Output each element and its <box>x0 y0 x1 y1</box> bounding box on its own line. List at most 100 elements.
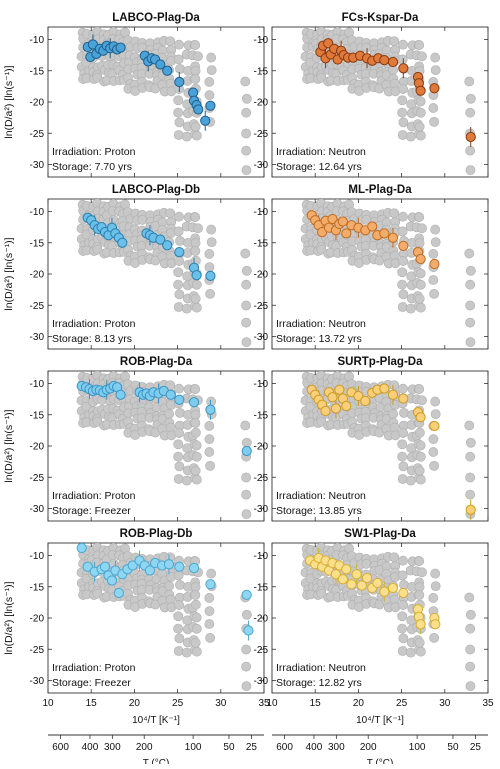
background-point <box>241 644 252 655</box>
background-point <box>398 383 408 394</box>
background-point <box>190 212 201 222</box>
background-point <box>191 612 202 623</box>
background-point <box>191 623 202 634</box>
temperature-tick-label: 50 <box>447 742 459 753</box>
data-point <box>387 232 399 243</box>
y-axis-label: ln(D/a²) [ln(s⁻¹)] <box>3 581 15 654</box>
background-point <box>173 267 184 278</box>
data-point <box>99 561 111 572</box>
y-tick-label: -30 <box>254 676 269 687</box>
background-point <box>241 509 252 520</box>
data-point <box>155 234 166 245</box>
background-point <box>241 661 252 672</box>
background-point <box>191 646 202 657</box>
background-point <box>173 623 184 634</box>
x-tick-label: 15 <box>310 698 322 709</box>
data-point <box>155 59 166 70</box>
data-point <box>360 395 371 407</box>
background-point <box>465 644 476 655</box>
panel-ml-plag-da: ML-Plag-Da -10 -15 -20 -25 -30 Irradiation: Ne… <box>254 184 489 350</box>
background-point <box>414 384 425 394</box>
y-tick-label: -20 <box>254 270 269 281</box>
plot-area <box>76 199 252 348</box>
data-point <box>387 389 399 400</box>
y-tick-label: -15 <box>254 582 269 593</box>
background-point <box>465 451 476 462</box>
y-tick-label: -15 <box>30 582 45 593</box>
y-tick-label: -25 <box>254 473 269 484</box>
irradiation-label: Irradiation: Neutron <box>276 146 366 158</box>
background-point <box>173 646 184 656</box>
background-point <box>414 556 425 566</box>
background-point <box>415 279 426 290</box>
background-point <box>191 440 202 451</box>
background-point <box>173 570 184 581</box>
data-point <box>191 270 202 281</box>
background-point <box>181 303 192 314</box>
y-tick-label: -30 <box>30 676 45 687</box>
background-point <box>190 246 201 256</box>
background-point <box>241 609 252 620</box>
background-point <box>241 107 252 118</box>
background-point <box>206 52 217 63</box>
storage-label: Storage: 13.72 yrs <box>276 333 362 345</box>
y-tick-label: -20 <box>30 614 45 625</box>
background-point <box>204 90 215 101</box>
data-point <box>465 504 476 515</box>
background-point <box>415 302 426 313</box>
panel-rob-plag-db: ROB-Plag-Db -10 -15 -20 -25 -30 Irradiation: P… <box>3 528 270 769</box>
x-tick-label: 10 <box>42 698 54 709</box>
background-point <box>397 226 408 237</box>
background-point <box>173 451 184 462</box>
data-point <box>415 619 426 630</box>
background-point <box>205 460 216 471</box>
background-point <box>174 256 185 266</box>
background-point <box>414 465 425 476</box>
background-point <box>389 36 400 47</box>
background-point <box>465 279 476 290</box>
background-point <box>191 427 201 438</box>
background-point <box>206 65 217 76</box>
panel-labco-plag-da: LABCO-Plag-Da -10 -15 -20 -25 -30 Irradiation:… <box>3 12 265 178</box>
x-axis-label: 10⁴/T [K⁻¹] <box>132 715 180 726</box>
x-axis-label: 10⁴/T [K⁻¹] <box>356 715 404 726</box>
data-point <box>162 65 173 76</box>
background-point <box>241 279 252 290</box>
temperature-tick-label: 300 <box>104 742 121 753</box>
x-tick-label: 10 <box>266 698 278 709</box>
background-point <box>397 570 408 581</box>
x-tick-label: 25 <box>172 698 184 709</box>
background-point <box>415 96 426 107</box>
background-point <box>174 461 185 472</box>
background-point <box>206 237 217 248</box>
background-point <box>193 223 203 234</box>
y-tick-label: -30 <box>30 332 45 343</box>
y-tick-label: -15 <box>30 66 45 77</box>
data-point <box>398 240 409 251</box>
panel-fcs-kspar-da: FCs-Kspar-Da -10 -15 -20 -25 -30 Irradiation: … <box>254 12 489 178</box>
background-point <box>206 568 217 579</box>
background-point <box>190 465 201 476</box>
background-point <box>241 489 252 500</box>
background-point <box>165 36 176 47</box>
background-point <box>415 474 426 485</box>
y-tick-label: -25 <box>30 645 45 656</box>
data-point <box>429 83 440 94</box>
background-point <box>465 661 476 672</box>
data-point <box>356 580 367 591</box>
background-point <box>205 632 216 643</box>
background-point <box>173 279 184 290</box>
temperature-tick-label: 100 <box>409 742 426 753</box>
data-point <box>379 55 390 66</box>
background-point <box>175 63 185 74</box>
data-point <box>367 221 378 232</box>
background-point <box>464 592 475 603</box>
background-point <box>464 248 475 259</box>
x-tick-label: 25 <box>396 698 408 709</box>
panel-title: SW1-Plag-Da <box>344 528 416 540</box>
background-point <box>429 460 440 471</box>
data-point <box>205 404 216 415</box>
data-point <box>163 559 175 570</box>
background-point <box>405 131 416 142</box>
y-tick-label: -30 <box>254 332 269 343</box>
